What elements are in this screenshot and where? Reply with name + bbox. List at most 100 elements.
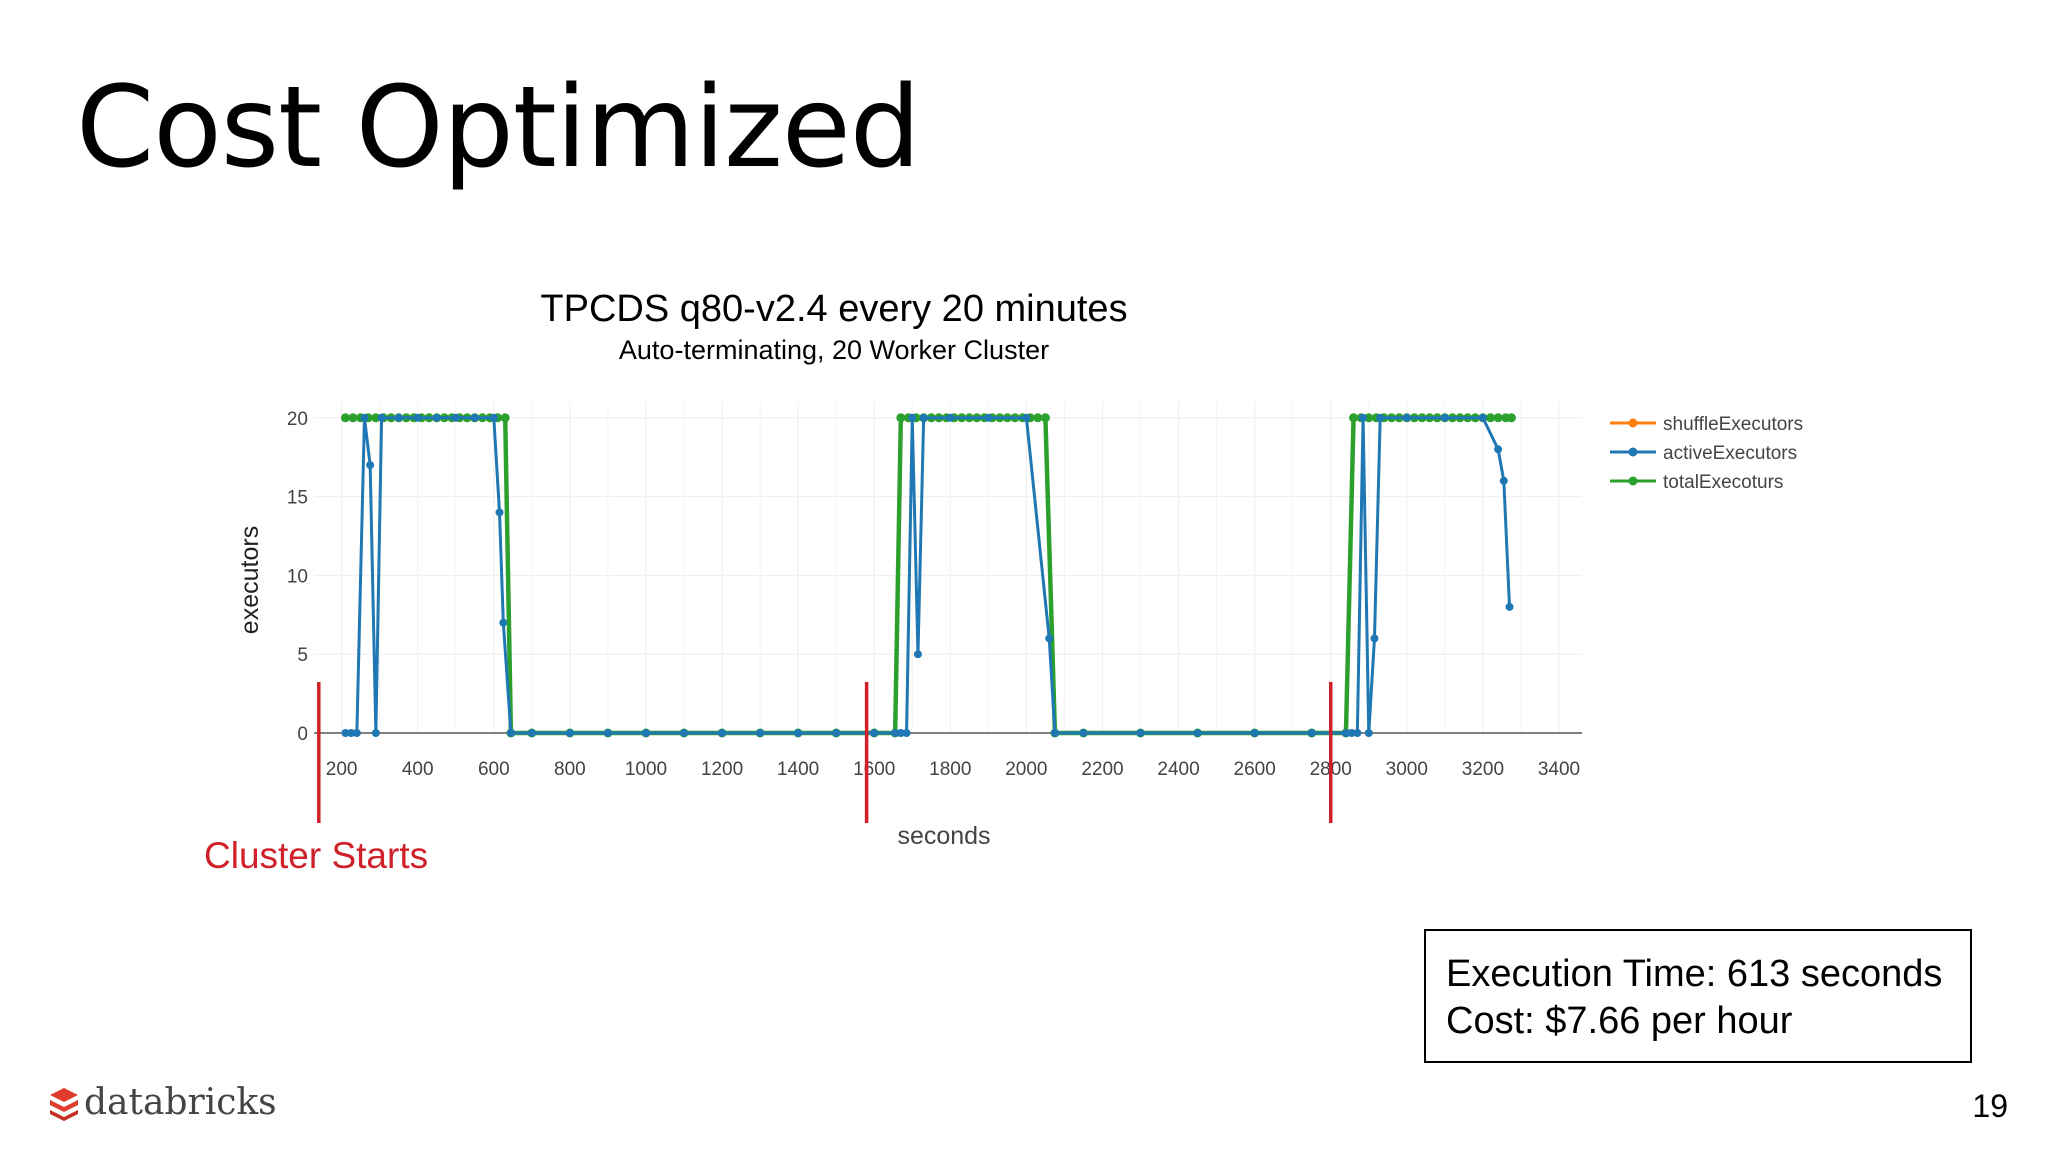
activeExecutors-point [1193,729,1202,737]
activeExecutors-point [603,729,612,737]
chart-title: TPCDS q80-v2.4 every 20 minutes [540,288,1128,330]
y-tick-label: 0 [297,724,308,745]
x-tick-label: 2400 [1157,759,1199,780]
activeExecutors-point [1440,413,1449,422]
totalExecoturs-point [500,413,510,423]
x-tick-label: 2000 [1005,759,1047,780]
activeExecutors-point [499,618,508,627]
totalExecoturs-point [1364,413,1374,423]
x-tick-label: 600 [478,759,510,780]
activeExecutors-point [794,729,803,737]
activeExecutors-point [1022,413,1031,422]
series-layer [340,413,1516,738]
x-tick-label: 800 [554,759,586,780]
cost-text: Cost: $7.66 per hour [1446,1000,1793,1042]
activeExecutors-point [1341,729,1350,737]
activeExecutors-point [984,413,993,422]
x-tick-label: 3400 [1538,759,1580,780]
x-axis-title: seconds [897,822,990,850]
activeExecutors-point [1376,413,1385,422]
activeExecutors-point [495,508,504,517]
activeExecutors-point [1307,729,1316,737]
x-tick-label: 1800 [929,759,971,780]
x-tick-label: 1600 [853,759,895,780]
x-tick-label: 1400 [777,759,819,780]
activeExecutors-point [371,729,380,737]
activeExecutors-point [506,729,515,737]
activeExecutors-point [1505,602,1514,611]
totalExecoturs-point [1493,413,1503,423]
activeExecutors-point [1402,413,1411,422]
activeExecutors-point [1136,729,1145,737]
activeExecutors-point [832,729,841,737]
execution-time-text: Execution Time: 613 seconds [1446,953,1943,995]
cluster-start-markers [317,682,1333,823]
activeExecutors-point [451,413,460,422]
activeExecutors-point [413,413,422,422]
databricks-logo-icon [50,1088,78,1121]
activeExecutors-point [527,729,536,737]
activeExecutors-point [1370,634,1379,643]
x-tick-label: 3200 [1462,759,1504,780]
activeExecutors-point [470,413,479,422]
x-tick-label: 1200 [701,759,743,780]
activeExecutors-point [489,413,498,422]
totalExecoturs-point [896,413,906,423]
info-box: Execution Time: 613 seconds Cost: $7.66 … [1424,929,1972,1063]
activeExecutors-point [641,729,650,737]
y-axis-title: executors [236,526,264,634]
x-tick-label: 2200 [1081,759,1123,780]
chart-subtitle: Auto-terminating, 20 Worker Cluster [618,335,1050,365]
activeExecutors-point [891,729,900,737]
activeExecutors-point [1499,476,1508,485]
activeExecutors-point [1079,729,1088,737]
totalExecoturs-point [1033,413,1043,423]
x-tick-label: 200 [326,759,358,780]
activeExecutors-point [366,461,375,470]
activeExecutors-point [394,413,403,422]
activeExecutors-point [913,650,922,659]
totalExecoturs-point [340,413,350,423]
totalExecoturs-point [1486,413,1496,423]
activeExecutors-point [919,413,928,422]
activeExecutors-point [870,729,879,737]
activeExecutors-point [1359,413,1368,422]
slide-title: Cost Optimized [76,63,921,193]
activeExecutors-point [352,729,361,737]
activeExecutors-point [1364,729,1373,737]
page-number: 19 [1972,1088,2008,1124]
activeExecutors-point [680,729,689,737]
activeExecutors-point [341,729,350,737]
activeExecutors-point [908,413,917,422]
activeExecutors-point [347,729,356,737]
y-tick-label: 20 [287,409,308,430]
x-tick-label: 2600 [1234,759,1276,780]
legend-label: activeExecutors [1663,443,1797,464]
y-tick-label: 10 [287,566,308,587]
activeExecutors-point [718,729,727,737]
axis-layer: 200 400 600 800 1000 1200 1400 1600 1800 2000 2200… [236,409,1580,850]
activeExecutors-point [1045,634,1054,643]
activeExecutors-point [896,729,905,737]
activeExecutors-point [946,413,955,422]
totalExecoturs-point [1506,413,1516,423]
activeExecutors-point [1494,445,1503,454]
totalExecoturs-point [371,413,381,423]
activeExecutors-point [1353,729,1362,737]
activeExecutors-point [1478,413,1487,422]
y-tick-label: 5 [297,645,308,666]
totalExecoturs-point [348,413,358,423]
activeExecutors-point [1050,729,1059,737]
legend-label: shuffleExecutors [1663,414,1803,435]
activeExecutors-point [756,729,765,737]
x-tick-label: 1000 [625,759,667,780]
logo-text: databricks [84,1082,277,1123]
legend: shuffleExecutors activeExecutors totalExec… [1610,414,1803,493]
activeExecutors-point [1347,729,1356,737]
legend-swatch-dot [1628,418,1638,428]
activeExecutors-point [432,413,441,422]
activeExecutors-point [902,729,911,737]
activeExecutors-point [360,413,369,422]
activeExecutors-point [377,413,386,422]
totalExecoturs-point [1040,413,1050,423]
